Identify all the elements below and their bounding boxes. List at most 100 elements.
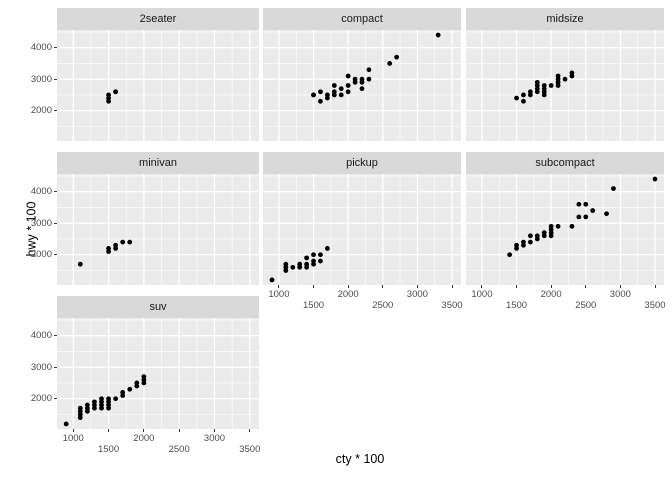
- data-point: [548, 223, 554, 229]
- data-point: [127, 239, 133, 245]
- x-tick-mark: [214, 429, 215, 432]
- x-tick-label: 2500: [575, 300, 597, 311]
- data-point: [583, 214, 589, 220]
- data-point: [113, 242, 119, 248]
- data-point: [366, 76, 372, 82]
- data-point: [311, 92, 316, 98]
- x-tick-mark: [178, 429, 180, 432]
- y-tick-label: 4000: [30, 42, 52, 54]
- data-point: [527, 239, 533, 245]
- x-tick-label: 2000: [540, 289, 562, 300]
- data-point: [583, 201, 589, 207]
- x-tick-mark: [416, 285, 418, 288]
- x-tick-mark: [347, 285, 349, 288]
- y-tick-mark: [54, 398, 57, 400]
- y-tick-mark: [54, 191, 57, 193]
- data-point: [514, 95, 519, 101]
- data-point: [541, 230, 547, 236]
- facet-strip-2seater: 2seater: [57, 8, 259, 30]
- facet-strip-label: subcompact: [535, 156, 595, 169]
- y-tick-label: 2000: [30, 249, 52, 261]
- data-point: [521, 239, 526, 245]
- data-point: [318, 89, 323, 95]
- data-point: [99, 396, 104, 402]
- facet-strip-compact: compact: [263, 8, 461, 30]
- data-point: [92, 399, 97, 405]
- data-point: [345, 83, 351, 88]
- data-point: [77, 405, 83, 411]
- y-tick-label: 2000: [30, 105, 52, 117]
- data-point: [576, 201, 582, 207]
- data-point: [576, 214, 582, 220]
- facet-strip-midsize: midsize: [466, 8, 664, 30]
- data-point: [141, 374, 147, 380]
- data-point: [555, 73, 561, 79]
- facet-panel-pickup: [263, 174, 461, 285]
- data-point: [604, 211, 609, 217]
- facet-panel-subcompact: [466, 174, 664, 285]
- facet-strip-suv: suv: [57, 296, 259, 318]
- x-tick-label: 3500: [441, 300, 463, 311]
- x-tick-label: 3000: [609, 289, 631, 300]
- x-tick-mark: [313, 285, 315, 288]
- data-point: [652, 176, 658, 182]
- y-tick-mark: [54, 78, 57, 80]
- data-point: [331, 83, 337, 88]
- x-tick-mark: [481, 285, 483, 288]
- data-point: [569, 223, 575, 229]
- facet-strip-label: suv: [149, 300, 167, 313]
- data-point: [120, 239, 126, 245]
- data-point: [352, 79, 358, 85]
- data-point: [548, 83, 554, 88]
- y-tick-mark: [54, 254, 57, 256]
- data-point: [514, 242, 519, 248]
- y-tick-label: 4000: [30, 330, 52, 342]
- facet-strip-label: compact: [341, 12, 383, 25]
- x-axis-title: cty * 100: [335, 452, 385, 466]
- x-tick-label: 3000: [406, 289, 428, 300]
- y-tick-label: 4000: [30, 186, 52, 198]
- x-tick-label: 3500: [239, 444, 261, 455]
- x-tick-label: 1500: [505, 300, 528, 311]
- facet-panel-minivan: [57, 174, 259, 285]
- x-tick-label: 3500: [644, 300, 666, 311]
- facet-strip-pickup: pickup: [263, 152, 461, 174]
- x-tick-mark: [550, 285, 552, 288]
- data-point: [134, 380, 140, 386]
- data-point: [338, 86, 344, 92]
- facet-strip-label: pickup: [346, 156, 378, 169]
- y-tick-mark: [54, 335, 57, 337]
- x-tick-mark: [654, 285, 656, 288]
- data-point: [569, 70, 575, 76]
- data-point: [290, 264, 296, 270]
- facet-strip-label: minivan: [139, 156, 177, 169]
- data-point: [331, 92, 337, 98]
- y-tick-label: 2000: [30, 393, 52, 405]
- data-point: [269, 277, 275, 283]
- x-tick-mark: [278, 285, 280, 288]
- facet-panel-suv: [57, 318, 259, 429]
- x-tick-label: 1500: [97, 444, 120, 455]
- data-point: [555, 223, 561, 229]
- y-tick-label: 3000: [30, 217, 52, 229]
- data-point: [345, 89, 351, 95]
- y-tick-label: 3000: [30, 73, 52, 85]
- x-tick-label: 3000: [203, 433, 226, 444]
- data-point: [84, 402, 90, 408]
- data-point: [527, 89, 533, 95]
- x-tick-label: 1000: [471, 289, 493, 300]
- x-tick-mark: [249, 429, 251, 432]
- x-tick-mark: [451, 285, 453, 288]
- data-point: [324, 95, 330, 101]
- facet-panel-2seater: [57, 30, 259, 141]
- x-tick-label: 2000: [337, 289, 359, 300]
- data-point: [507, 252, 513, 258]
- data-point: [527, 233, 533, 239]
- data-point: [324, 246, 330, 251]
- x-tick-label: 2500: [372, 300, 394, 311]
- x-tick-mark: [619, 285, 621, 288]
- facet-strip-minivan: minivan: [57, 152, 259, 174]
- data-point: [297, 261, 303, 267]
- data-point: [304, 255, 310, 261]
- data-point: [345, 73, 351, 79]
